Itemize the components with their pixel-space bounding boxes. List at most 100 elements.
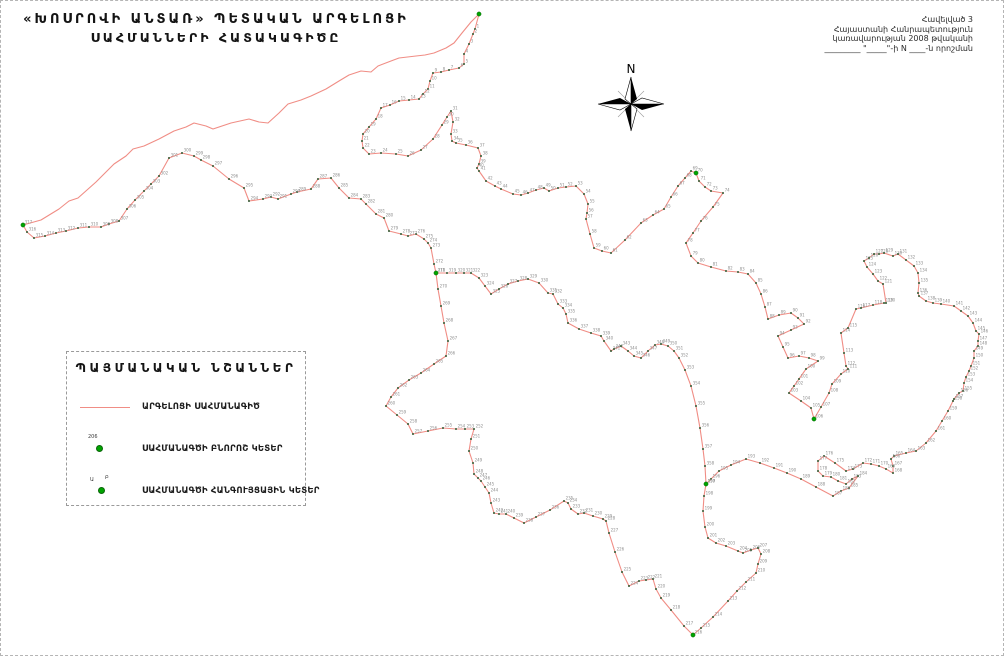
boundary-point [799,399,803,403]
boundary-point-number: 304 [146,185,154,190]
boundary-point [891,464,895,468]
boundary-point-number: 254 [458,423,466,428]
boundary-point [724,544,728,548]
boundary-point-number: 324 [487,280,495,285]
boundary-point-number: 306 [129,203,137,208]
boundary-point [32,236,36,240]
boundary-point [476,146,480,150]
boundary-point-number: 68 [687,172,693,177]
annex-line: Հայաստանի Հանրապետություն [833,24,973,34]
boundary-point [473,27,477,31]
boundary-point-number: 75 [715,201,721,206]
boundary-point [454,271,458,275]
boundary-point-number: 177 [820,455,828,460]
boundary-point-number: 141 [956,300,964,305]
boundary-point [64,229,68,233]
boundary-point [247,199,251,203]
boundary-point-number: 166 [893,453,901,458]
boundary-point-number: 208 [763,548,771,553]
boundary-point-number: 282 [368,198,376,203]
boundary-point [471,461,475,465]
boundary-point-number: 40 [479,162,485,167]
boundary-point [829,475,833,479]
boundary-point [472,427,476,431]
boundary-point-number: 120 [888,297,896,302]
boundary-point [702,494,706,498]
boundary-point-number: 112 [848,360,856,365]
boundary-point [735,589,739,593]
boundary-point-number: 60 [604,245,610,250]
boundary-point-number: 94 [780,330,786,335]
boundary-point-number: 307 [121,215,129,220]
boundary-point-number: 170 [881,460,889,465]
boundary-point-number: 42 [488,175,494,180]
boundary-point-number: 186 [843,485,851,490]
boundary-point-number: 113 [846,347,854,352]
boundary-point [600,249,604,253]
boundary-point-number: 61 [613,247,619,252]
boundary-point-number: 232 [580,508,588,513]
boundary-point-number: 255 [445,422,453,427]
boundary-point-number: 182 [848,478,856,483]
boundary-point [211,164,215,168]
boundary-point [439,304,443,308]
boundary-point [972,349,976,353]
boundary-point [192,154,196,158]
boundary-point-number: 90 [793,307,799,312]
boundary-point [564,185,568,189]
boundary-point-number: 201 [710,532,718,537]
boundary-point-number: 316 [29,226,37,231]
boundary-point [827,391,831,395]
boundary-point-number: 353 [687,364,695,369]
boundary-point [374,117,378,121]
boundary-point-number: 246 [483,475,491,480]
boundary-point-number: 52 [568,181,574,186]
junction-letter-sample-a: Ա [90,477,94,483]
boundary-point [802,322,806,326]
boundary-point [697,179,701,183]
boundary-point-number: 136 [920,287,928,292]
boundary-point-number: 248 [476,468,484,473]
boundary-point [669,608,673,612]
boundary-point [701,509,705,513]
boundary-point [676,184,680,188]
boundary-point [361,132,365,136]
boundary-point [892,454,896,458]
boundary-point-number: 298 [203,154,211,159]
boundary-point [974,329,978,333]
boundary-point-number: 207 [760,542,768,547]
boundary-point-number: 144 [975,317,983,322]
boundary-point-number: 46 [523,189,529,194]
boundary-point-number: 81 [713,261,719,266]
reserve-boundary-line [22,13,980,636]
boundary-point [389,395,393,399]
boundary-point-number: 30 [449,111,455,116]
boundary-point [534,188,538,192]
boundary-point [125,207,129,211]
boundary-point [744,580,748,584]
boundary-point [87,225,91,229]
north-compass: N [597,62,665,132]
boundary-point-number: 162 [928,437,936,442]
boundary-point [931,301,935,305]
boundary-point [816,459,820,463]
boundary-point [556,186,560,190]
boundary-point [551,292,555,296]
boundary-point [479,154,483,158]
boundary-point-number: 267 [450,335,458,340]
boundary-point-number: 16 [392,99,398,104]
boundary-point-number: 117 [863,302,871,307]
boundary-point [964,375,968,379]
boundary-point [522,521,526,525]
boundary-point [659,596,663,600]
boundary-point [99,225,103,229]
boundary-point [454,141,458,145]
boundary-point-number: 270 [440,283,448,288]
boundary-point [337,186,341,190]
boundary-point [421,92,425,96]
boundary-point-number: 204 [740,545,748,550]
boundary-point [683,368,687,372]
boundary-point-number: 133 [916,260,924,265]
junction-point [433,270,439,276]
boundary-point [804,367,808,371]
